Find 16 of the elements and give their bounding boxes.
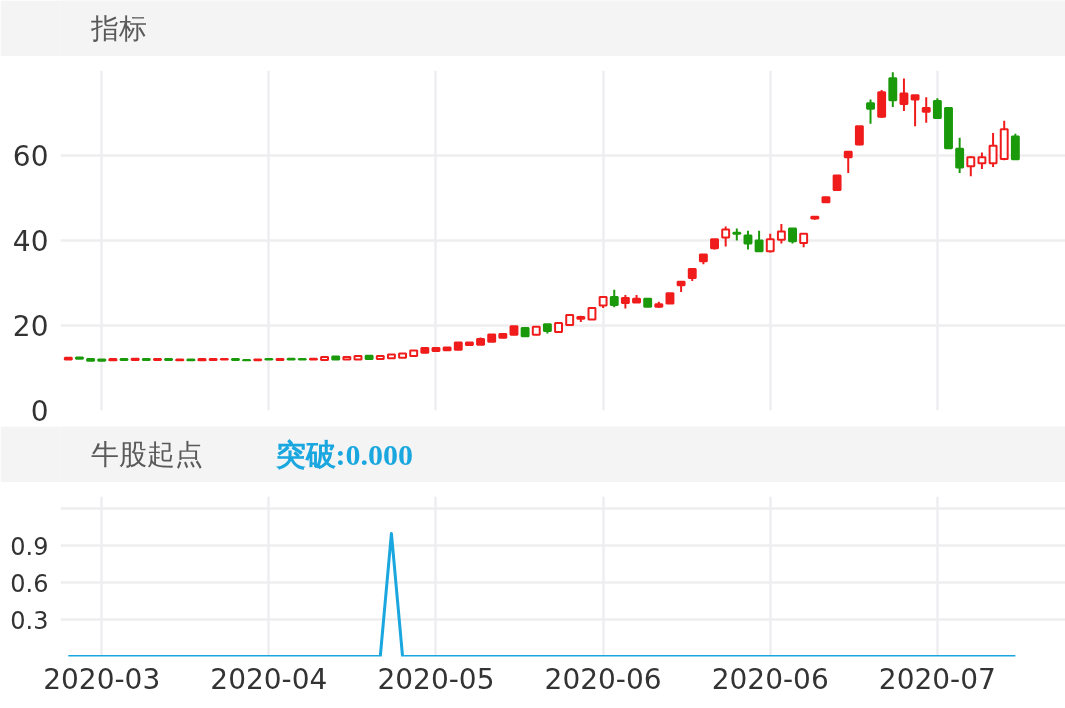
y-tick-label: 20 [12, 310, 49, 343]
y-tick-label: 0.9 [10, 532, 49, 561]
y-tick-label: 40 [12, 225, 49, 258]
y-tick-label: 0 [30, 395, 49, 428]
x-tick-label: 2020-05 [377, 662, 495, 696]
y-tick-label: 0.3 [10, 606, 49, 635]
x-tick-label: 2020-03 [43, 662, 161, 696]
x-tick-label: 2020-06 [544, 662, 662, 696]
y-tick-label: 0.6 [10, 569, 49, 598]
chart-title: 指标 [89, 12, 147, 45]
text: 突破:0.000 [274, 438, 413, 471]
x-tick-label: 2020-06 [711, 662, 829, 696]
y-tick-label: 60 [12, 140, 49, 173]
x-tick-label: 2020-04 [210, 662, 328, 696]
x-tick-label: 2020-07 [878, 662, 996, 696]
chart-title: 牛股起点 [90, 438, 203, 471]
